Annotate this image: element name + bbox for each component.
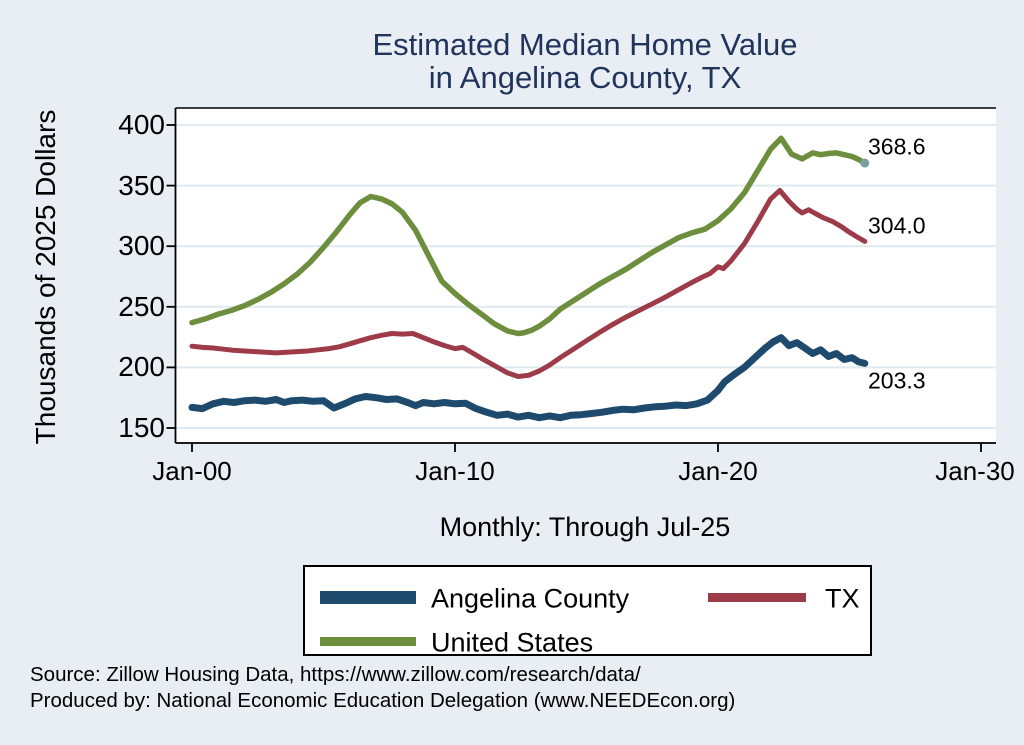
- chart-title: Estimated Median Home Value in Angelina …: [175, 28, 995, 94]
- y-tick-label: 350: [118, 169, 165, 201]
- latest-point-dot: [860, 158, 870, 168]
- series-line-tx: [189, 187, 868, 379]
- chart-title-line-1: Estimated Median Home Value: [372, 27, 798, 62]
- series-line-angelina-county: [188, 334, 869, 422]
- chart-title-line-2: in Angelina County, TX: [428, 60, 742, 95]
- source-line-2: Produced by: National Economic Education…: [30, 689, 736, 712]
- end-value-label-united-states: 368.6: [868, 133, 926, 160]
- y-tick-label: 250: [118, 290, 165, 322]
- y-tick-label: 400: [118, 109, 165, 140]
- x-tick-label: Jan-10: [415, 456, 495, 486]
- plot-background: [175, 108, 996, 443]
- legend-label-angelina-county: Angelina County: [431, 583, 630, 614]
- y-tick-label: 200: [118, 351, 165, 383]
- end-value-label-tx: 304.0: [868, 212, 926, 239]
- x-tick-label: Jan-20: [678, 456, 758, 486]
- legend-swatch-united-states: [320, 637, 416, 646]
- x-tick-label: Jan-00: [152, 456, 232, 486]
- x-tick-label: Jan-30: [935, 456, 1015, 486]
- end-value-label-angelina-county: 203.3: [868, 367, 926, 394]
- y-tick-label: 150: [118, 412, 165, 443]
- legend: Angelina County TX United States: [303, 565, 872, 658]
- x-axis-note: Monthly: Through Jul-25: [439, 512, 731, 542]
- legend-swatch-tx: [708, 593, 806, 602]
- legend-swatch-angelina-county: [320, 591, 416, 604]
- legend-label-tx: TX: [825, 583, 860, 614]
- source-note: Source: Zillow Housing Data, https://www…: [30, 662, 735, 714]
- series-line-united-states: [189, 135, 868, 337]
- y-tick-label: 300: [118, 230, 165, 262]
- source-line-1: Source: Zillow Housing Data, https://www…: [30, 663, 641, 686]
- legend-label-united-states: United States: [431, 627, 594, 658]
